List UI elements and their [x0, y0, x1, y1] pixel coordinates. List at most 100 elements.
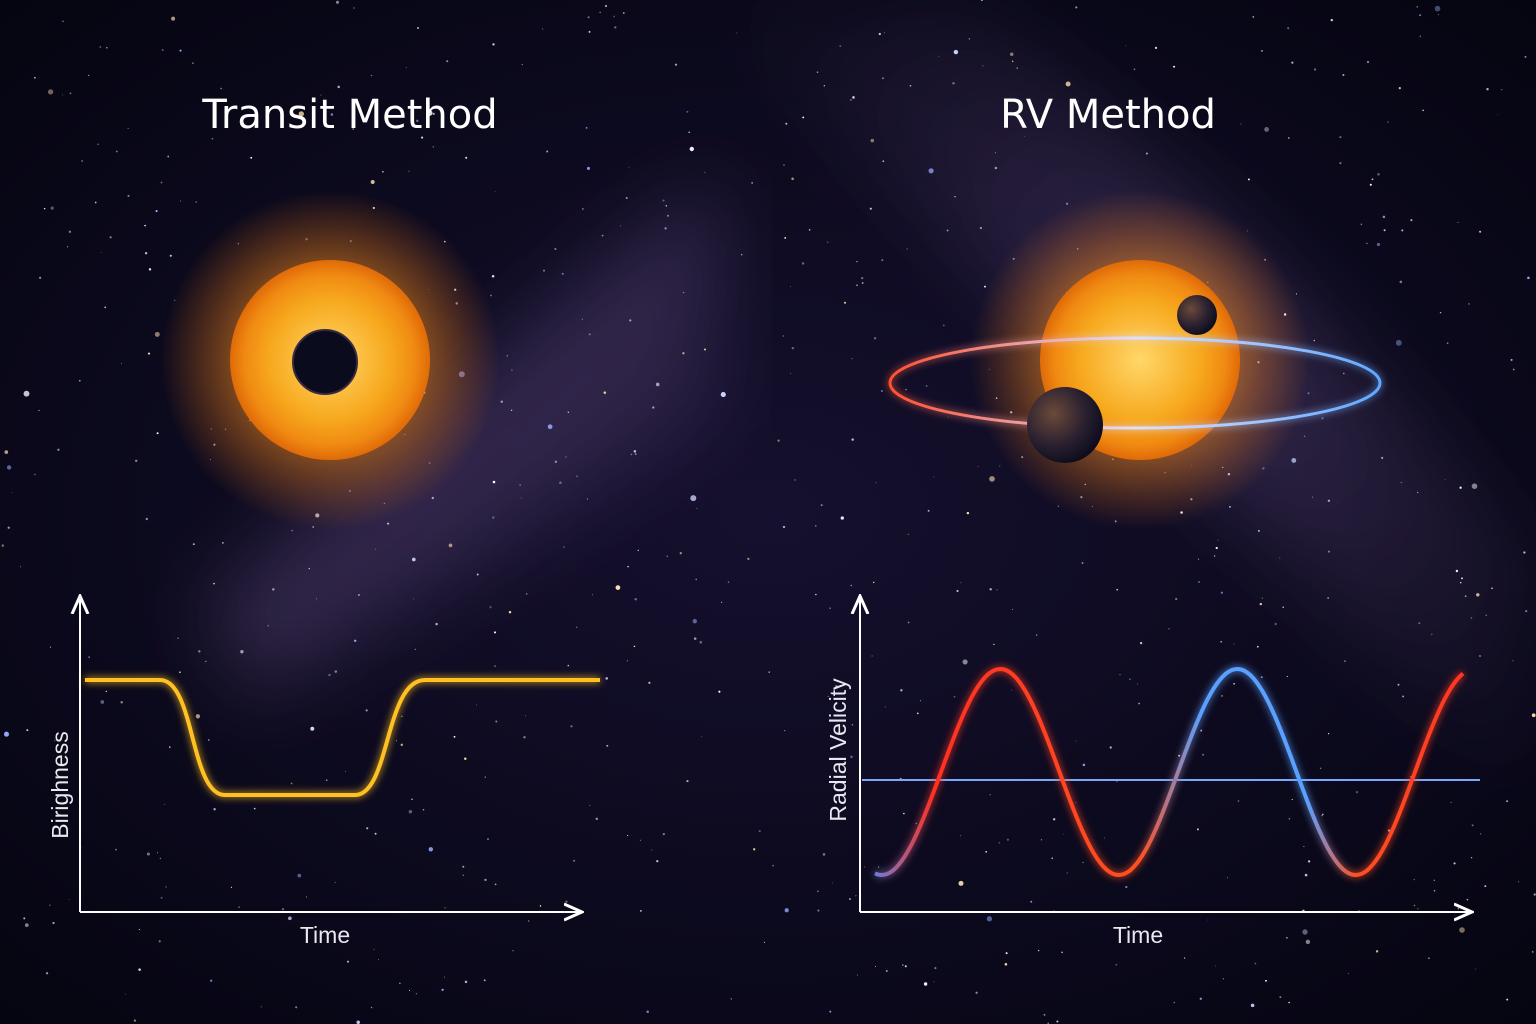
star: [826, 241, 829, 243]
star: [587, 16, 590, 19]
star: [1288, 1001, 1290, 1004]
star: [179, 49, 182, 52]
star: [1433, 879, 1436, 882]
star: [855, 895, 857, 897]
star: [320, 94, 322, 96]
star: [400, 743, 404, 747]
milky-way: [700, 0, 1536, 830]
star: [823, 85, 825, 87]
star: [1287, 27, 1290, 30]
star: [829, 607, 831, 609]
star: [995, 152, 997, 154]
star: [164, 803, 166, 805]
star: [563, 546, 565, 548]
star: [1366, 242, 1368, 245]
star: [357, 593, 360, 597]
star: [595, 817, 599, 821]
star: [958, 880, 964, 886]
star: [586, 498, 589, 500]
star: [1383, 229, 1386, 232]
star: [1260, 676, 1263, 679]
star: [104, 306, 107, 309]
star: [127, 194, 130, 197]
transiting-planet: [292, 329, 358, 395]
star: [416, 119, 419, 123]
star: [928, 168, 934, 174]
star: [613, 15, 615, 18]
star: [693, 637, 697, 640]
star: [1037, 949, 1040, 952]
panel-title: RV Method: [1000, 92, 1216, 138]
star: [1307, 860, 1311, 863]
star: [1035, 634, 1038, 636]
star: [7, 526, 10, 529]
star: [267, 624, 269, 627]
star: [53, 739, 56, 742]
star: [1367, 61, 1369, 63]
star: [298, 111, 304, 117]
star: [148, 268, 152, 271]
star: [925, 384, 928, 387]
star: [605, 677, 608, 680]
star: [489, 606, 492, 609]
star: [195, 714, 201, 719]
star: [1457, 907, 1460, 910]
star: [78, 379, 81, 382]
star: [11, 491, 13, 493]
star: [1486, 87, 1489, 91]
star: [620, 225, 622, 227]
star: [701, 736, 703, 738]
star: [634, 598, 637, 601]
star: [851, 724, 854, 726]
star: [1229, 506, 1231, 508]
star: [772, 865, 774, 867]
star: [375, 548, 377, 550]
star: [1004, 963, 1008, 966]
star: [808, 229, 811, 231]
star: [1450, 801, 1452, 804]
star: [1082, 763, 1086, 767]
star: [1347, 973, 1349, 975]
star: [852, 96, 855, 99]
star: [1471, 483, 1478, 490]
star: [1125, 885, 1128, 889]
star: [682, 291, 685, 294]
star: [695, 578, 697, 581]
star: [443, 976, 445, 978]
star: [491, 274, 495, 278]
star: [633, 645, 636, 648]
star: [1237, 800, 1240, 802]
star: [493, 631, 497, 634]
star: [1202, 753, 1205, 756]
star: [664, 227, 667, 230]
star: [81, 160, 83, 162]
star: [615, 585, 621, 590]
star: [782, 335, 784, 337]
star: [308, 567, 310, 570]
star: [884, 706, 886, 708]
star: [881, 77, 884, 80]
star: [1484, 885, 1487, 888]
star: [1342, 73, 1345, 77]
star: [34, 473, 36, 476]
star: [1459, 486, 1462, 489]
star: [192, 543, 195, 546]
star: [692, 619, 697, 624]
star: [801, 262, 805, 265]
star: [1252, 16, 1255, 18]
star: [476, 573, 479, 576]
star: [747, 557, 750, 561]
star: [783, 164, 785, 166]
star: [1330, 18, 1334, 22]
star: [996, 589, 998, 591]
star: [1051, 857, 1053, 859]
star: [690, 495, 697, 502]
star: [272, 588, 275, 591]
star: [24, 923, 29, 927]
y-axis-label: Birighness: [47, 731, 73, 838]
star: [352, 128, 355, 130]
star: [1005, 952, 1008, 955]
star: [1479, 655, 1481, 657]
star: [431, 496, 435, 500]
star: [674, 63, 678, 66]
